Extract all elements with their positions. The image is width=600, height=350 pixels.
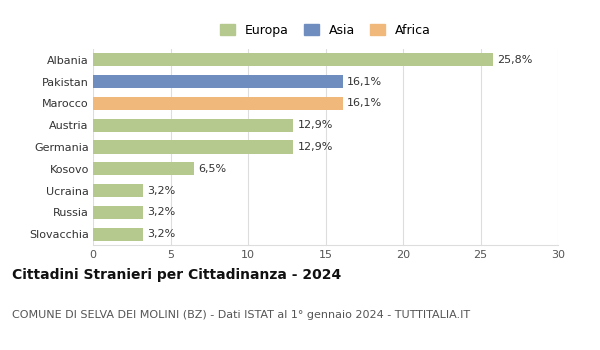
Text: 3,2%: 3,2%: [147, 186, 176, 196]
Bar: [93, 206, 143, 219]
Text: 16,1%: 16,1%: [347, 98, 382, 108]
Bar: [93, 97, 343, 110]
Bar: [93, 75, 343, 88]
Text: 12,9%: 12,9%: [298, 142, 333, 152]
Text: COMUNE DI SELVA DEI MOLINI (BZ) - Dati ISTAT al 1° gennaio 2024 - TUTTITALIA.IT: COMUNE DI SELVA DEI MOLINI (BZ) - Dati I…: [12, 310, 470, 320]
Text: 12,9%: 12,9%: [298, 120, 333, 130]
Bar: [93, 162, 194, 175]
Text: 3,2%: 3,2%: [147, 229, 176, 239]
Bar: [93, 140, 293, 154]
Text: 6,5%: 6,5%: [199, 164, 227, 174]
Bar: [93, 228, 143, 241]
Legend: Europa, Asia, Africa: Europa, Asia, Africa: [216, 20, 435, 41]
Bar: [93, 184, 143, 197]
Bar: [93, 119, 293, 132]
Text: 25,8%: 25,8%: [497, 55, 533, 65]
Bar: [93, 53, 493, 66]
Text: 16,1%: 16,1%: [347, 77, 382, 87]
Text: Cittadini Stranieri per Cittadinanza - 2024: Cittadini Stranieri per Cittadinanza - 2…: [12, 268, 341, 282]
Text: 3,2%: 3,2%: [147, 207, 176, 217]
